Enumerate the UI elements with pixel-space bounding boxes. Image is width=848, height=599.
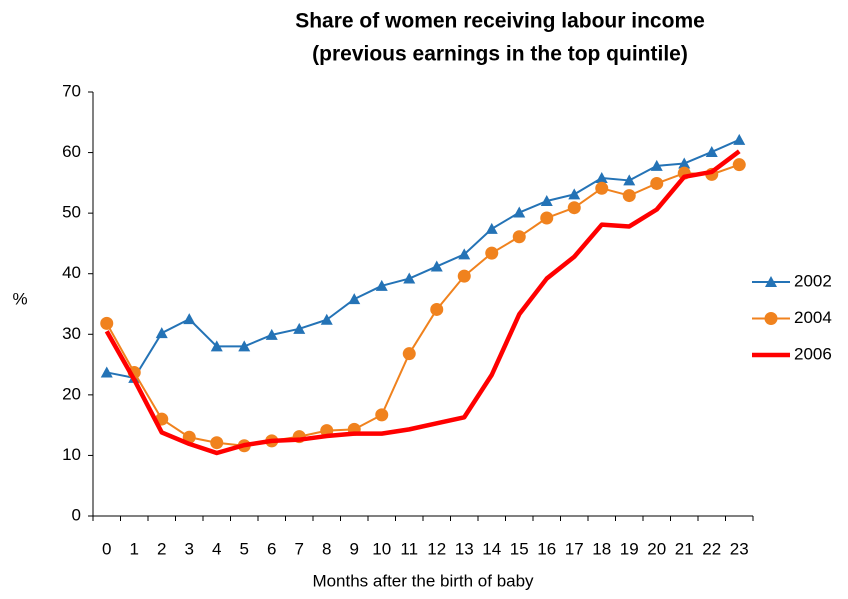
x-tick-label: 18 — [592, 539, 611, 558]
marker — [540, 195, 553, 207]
marker — [513, 206, 526, 218]
marker — [348, 293, 361, 305]
marker — [210, 340, 223, 352]
x-tick-label: 5 — [240, 539, 249, 558]
chart-title: Share of women receiving labour income — [295, 10, 705, 33]
marker — [210, 436, 224, 450]
series-line — [106, 138, 740, 379]
legend-label: 2006 — [794, 344, 832, 363]
marker — [622, 189, 636, 203]
marker — [485, 222, 498, 234]
x-tick-label: 23 — [730, 539, 749, 558]
marker — [457, 269, 471, 283]
x-tick-label: 6 — [267, 539, 276, 558]
x-tick-label: 21 — [675, 539, 694, 558]
marker — [764, 312, 778, 325]
marker — [100, 316, 114, 330]
legend-label: 2002 — [794, 271, 832, 290]
y-tick-label: 0 — [72, 505, 81, 524]
marker — [568, 188, 581, 200]
series-line — [104, 149, 741, 456]
y-tick-label: 60 — [62, 142, 81, 161]
y-tick-label: 40 — [62, 263, 81, 282]
marker — [650, 159, 663, 171]
marker — [458, 248, 471, 260]
x-tick-label: 17 — [565, 539, 584, 558]
marker — [265, 328, 278, 340]
y-tick-label: 10 — [62, 445, 81, 464]
y-tick-label: 20 — [62, 384, 81, 403]
x-tick-label: 10 — [372, 539, 391, 558]
x-tick-label: 12 — [427, 539, 446, 558]
marker — [402, 347, 416, 361]
marker — [155, 327, 168, 339]
marker — [375, 279, 388, 291]
x-tick-label: 0 — [102, 539, 111, 558]
marker — [705, 145, 718, 157]
x-tick-label: 16 — [537, 539, 556, 558]
marker — [595, 172, 608, 184]
marker — [485, 246, 499, 260]
x-tick-label: 14 — [482, 539, 501, 558]
marker — [540, 211, 554, 225]
marker — [512, 230, 526, 244]
x-tick-label: 19 — [620, 539, 639, 558]
y-axis-label: % — [12, 289, 27, 308]
marker — [732, 158, 746, 172]
x-tick-label: 9 — [350, 539, 359, 558]
x-tick-label: 13 — [455, 539, 474, 558]
marker — [567, 201, 581, 215]
y-tick-label: 30 — [62, 324, 81, 343]
marker — [430, 302, 444, 316]
marker — [623, 174, 636, 186]
marker — [733, 133, 746, 145]
x-tick-label: 1 — [130, 539, 139, 558]
x-tick-label: 7 — [295, 539, 304, 558]
marker — [100, 366, 113, 378]
x-tick-label: 15 — [510, 539, 529, 558]
marker — [403, 272, 416, 284]
marker — [375, 408, 389, 422]
x-tick-label: 3 — [185, 539, 194, 558]
marker — [238, 340, 251, 352]
chart-title: (previous earnings in the top quintile) — [312, 43, 688, 66]
marker — [678, 157, 691, 169]
marker — [183, 313, 196, 325]
x-tick-label: 8 — [322, 539, 331, 558]
marker — [430, 260, 443, 272]
marker — [320, 313, 333, 325]
legend-label: 2004 — [794, 308, 832, 327]
series-line — [105, 163, 740, 447]
marker — [595, 181, 609, 195]
y-tick-label: 70 — [62, 81, 81, 100]
x-tick-label: 2 — [157, 539, 166, 558]
x-tick-label: 11 — [400, 539, 418, 558]
marker — [765, 276, 777, 287]
x-tick-label: 22 — [702, 539, 721, 558]
x-tick-label: 4 — [212, 539, 221, 558]
marker — [650, 176, 664, 190]
x-tick-label: 20 — [647, 539, 666, 558]
x-axis-label: Months after the birth of baby — [312, 571, 534, 590]
y-tick-label: 50 — [62, 203, 81, 222]
marker — [293, 322, 306, 334]
